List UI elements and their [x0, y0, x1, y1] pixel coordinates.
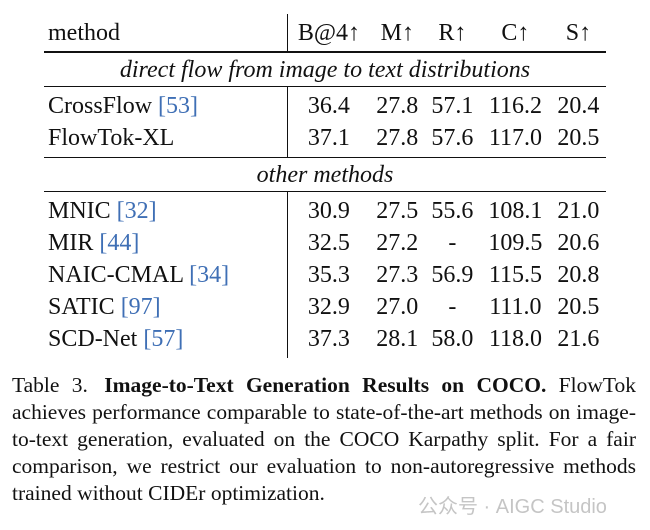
section-header-row: direct flow from image to text distribut…: [44, 52, 606, 87]
cider-cell: 111.0: [489, 294, 542, 320]
method-cell: CrossFlow [53]: [44, 86, 289, 122]
bleu4-cell: 32.9: [307, 294, 350, 320]
table-row: SATIC [97] 32.9 27.0 - 111.0 20.5: [44, 291, 606, 323]
bleu4-cell: 32.5: [307, 230, 350, 256]
header-spice: S↑: [550, 14, 606, 53]
results-table: method B@4↑ M↑ R↑ C↑ S↑ direct flow from…: [44, 14, 606, 358]
method-cell: MNIC [32]: [44, 191, 289, 227]
citation-link[interactable]: [57]: [143, 326, 184, 352]
spice-cell: 20.5: [557, 294, 600, 320]
caption-body: FlowTok achieves performance comparable …: [12, 373, 637, 505]
section-title: direct flow from image to text distribut…: [44, 52, 606, 87]
caption-title: Image-to-Text Generation Results on COCO…: [104, 373, 547, 397]
spice-cell: 20.4: [557, 93, 600, 119]
section-header-row: other methods: [44, 157, 606, 192]
rouge-cell: 55.6: [431, 198, 474, 224]
table-caption: Table 3. Image-to-Text Generation Result…: [12, 372, 636, 507]
citation-link[interactable]: [53]: [158, 93, 199, 119]
spice-cell: 21.6: [557, 326, 600, 352]
cider-cell: 118.0: [488, 326, 542, 352]
table-header-row: method B@4↑ M↑ R↑ C↑ S↑: [44, 14, 606, 53]
table-row: MIR [44] 32.5 27.2 - 109.5 20.6: [44, 227, 606, 259]
method-name: SATIC: [48, 294, 115, 320]
citation-link[interactable]: [34]: [189, 262, 230, 288]
cider-cell: 109.5: [488, 230, 543, 256]
meteor-cell: 27.5: [376, 198, 419, 224]
section-title: other methods: [44, 157, 606, 192]
method-name: CrossFlow: [48, 93, 153, 119]
citation-link[interactable]: [97]: [120, 294, 161, 320]
spice-cell: 20.5: [557, 125, 600, 151]
table-row: CrossFlow [53] 36.4 27.8 57.1 116.2 20.4: [44, 86, 606, 122]
caption-label: Table 3.: [12, 373, 88, 397]
meteor-cell: 27.8: [376, 125, 419, 151]
bleu4-cell: 30.9: [307, 198, 350, 224]
table-row: NAIC-CMAL [34] 35.3 27.3 56.9 115.5 20.8: [44, 259, 606, 291]
meteor-cell: 27.2: [376, 230, 419, 256]
header-rouge: R↑: [424, 14, 480, 53]
bleu4-cell: 36.4: [307, 93, 350, 119]
bleu4-cell: 37.1: [307, 125, 350, 151]
method-name: MIR: [48, 230, 94, 256]
rouge-cell: 56.9: [431, 262, 474, 288]
meteor-cell: 28.1: [376, 326, 419, 352]
bleu4-cell: 37.3: [307, 326, 350, 352]
rouge-cell: 57.1: [431, 93, 474, 119]
citation-link[interactable]: [44]: [99, 230, 140, 256]
rouge-cell: 57.6: [431, 125, 474, 151]
bleu4-cell: 35.3: [307, 262, 350, 288]
meteor-cell: 27.8: [376, 93, 419, 119]
meteor-cell: 27.0: [376, 294, 419, 320]
meteor-cell: 27.3: [376, 262, 419, 288]
citation-link[interactable]: [32]: [116, 198, 157, 224]
rouge-cell: 58.0: [431, 326, 474, 352]
method-cell: SATIC [97]: [44, 291, 289, 323]
cider-cell: 115.5: [488, 262, 542, 288]
spice-cell: 20.8: [557, 262, 600, 288]
table-row: SCD-Net [57] 37.3 28.1 58.0 118.0 21.6: [44, 323, 606, 358]
spice-cell: 20.6: [557, 230, 600, 256]
spice-cell: 21.0: [557, 198, 600, 224]
header-meteor: M↑: [369, 14, 425, 53]
method-name: MNIC: [48, 198, 111, 224]
table-row: FlowTok-XL 37.1 27.8 57.6 117.0 20.5: [44, 122, 606, 158]
header-method: method: [44, 14, 289, 53]
method-name: FlowTok-XL: [48, 125, 175, 151]
cider-cell: 116.2: [488, 93, 542, 119]
method-cell: FlowTok-XL: [44, 122, 289, 158]
method-cell: NAIC-CMAL [34]: [44, 259, 289, 291]
results-table-container: method B@4↑ M↑ R↑ C↑ S↑ direct flow from…: [44, 14, 606, 358]
header-cider: C↑: [479, 14, 551, 53]
method-name: NAIC-CMAL: [48, 262, 184, 288]
rouge-cell: -: [448, 294, 457, 320]
table-row: MNIC [32] 30.9 27.5 55.6 108.1 21.0: [44, 191, 606, 227]
rouge-cell: -: [448, 230, 457, 256]
method-name: SCD-Net: [48, 326, 138, 352]
method-cell: MIR [44]: [44, 227, 289, 259]
header-bleu4: B@4↑: [287, 14, 370, 53]
cider-cell: 117.0: [488, 125, 542, 151]
cider-cell: 108.1: [488, 198, 543, 224]
method-cell: SCD-Net [57]: [44, 323, 289, 358]
